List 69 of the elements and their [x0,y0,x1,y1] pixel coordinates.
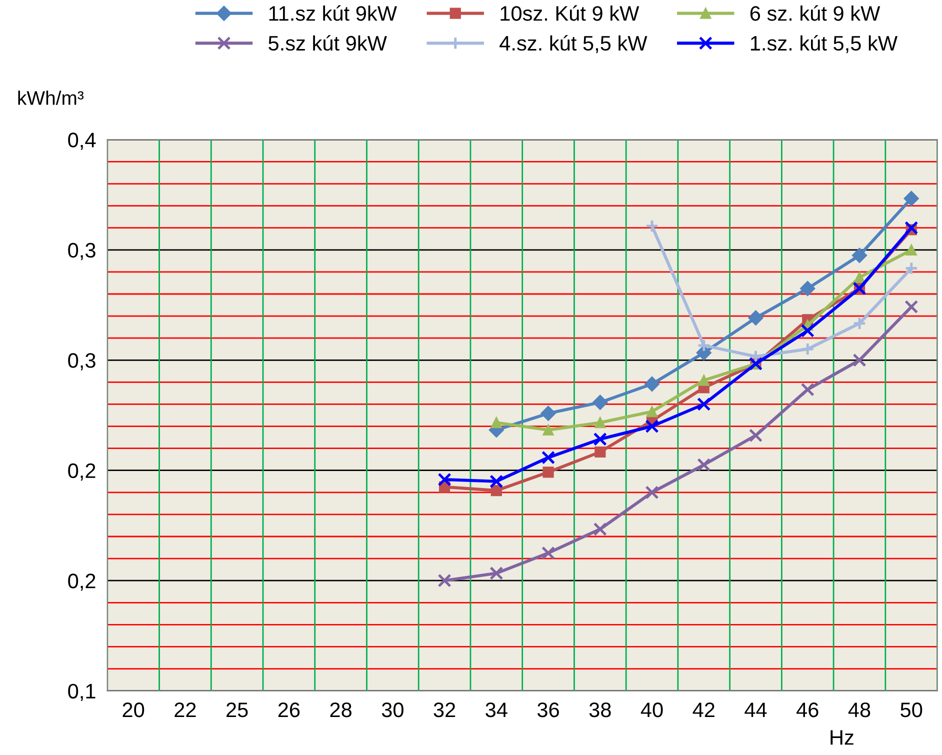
x-tick-label: 38 [589,702,611,718]
x-tick-label: 30 [382,702,404,718]
point [593,432,607,446]
point [904,300,918,314]
point [490,417,502,428]
point [800,382,814,396]
point [852,353,866,367]
y-tick-label: 0,2 [68,574,96,591]
point [904,221,918,235]
point [904,190,919,206]
legend-label: 4.sz. kút 5,5 kW [500,35,648,54]
point [490,566,504,580]
legend-label: 11.sz kút 9kW [269,5,397,21]
point [645,419,659,434]
x-tick-label: 22 [174,702,196,718]
point [748,310,764,326]
legend-label: 10sz. Kút 9 kW [500,5,640,21]
point [646,406,658,418]
x-tick-label: 28 [330,702,352,718]
point [800,324,814,338]
legend-label: 1.sz. kút 5,5 kW [750,35,898,54]
point [852,248,868,263]
point [697,458,711,472]
y-tick-label: 0,4 [68,132,96,150]
x-tick-label: 44 [744,702,767,718]
point [438,472,452,486]
legend-label: 6 sz. kút 9 kW [750,5,880,21]
point [594,446,606,458]
x-tick-label: 34 [486,702,508,718]
legend-label: 5.sz kút 9kW [268,35,387,51]
point [593,522,607,536]
x-tick-label: 25 [226,702,248,718]
point [697,338,711,352]
point [904,261,918,276]
x-tick-label: 36 [537,702,559,718]
y-axis-title: kWh/m³ [18,90,84,105]
point [852,316,866,330]
point [438,574,452,588]
x-tick-label: 42 [692,702,714,718]
point [592,394,608,410]
point [542,466,554,478]
x-tick-label: 20 [122,702,144,718]
point [800,280,816,296]
point [645,486,659,500]
point [490,474,504,488]
point [541,546,556,560]
y-tick-label: 0,3 [68,242,96,260]
point [698,374,710,386]
point [748,428,763,442]
point [906,244,917,256]
x-tick-label: 46 [796,702,818,718]
x-tick-label: 50 [900,702,922,718]
x-axis-title: Hz [830,730,854,745]
point [541,450,556,464]
x-tick-label: 32 [434,702,456,718]
y-tick-label: 0,3 [68,353,96,370]
point [542,424,554,436]
point [594,417,606,428]
point [854,272,866,284]
point [540,406,556,421]
point [697,397,711,412]
point [644,376,660,392]
x-tick-label: 26 [278,702,300,718]
point [800,342,814,356]
point [645,219,659,233]
x-tick-label: 40 [640,702,663,718]
y-tick-label: 0,1 [68,684,96,702]
y-tick-label: 0,2 [68,463,96,481]
x-tick-label: 48 [848,702,870,718]
